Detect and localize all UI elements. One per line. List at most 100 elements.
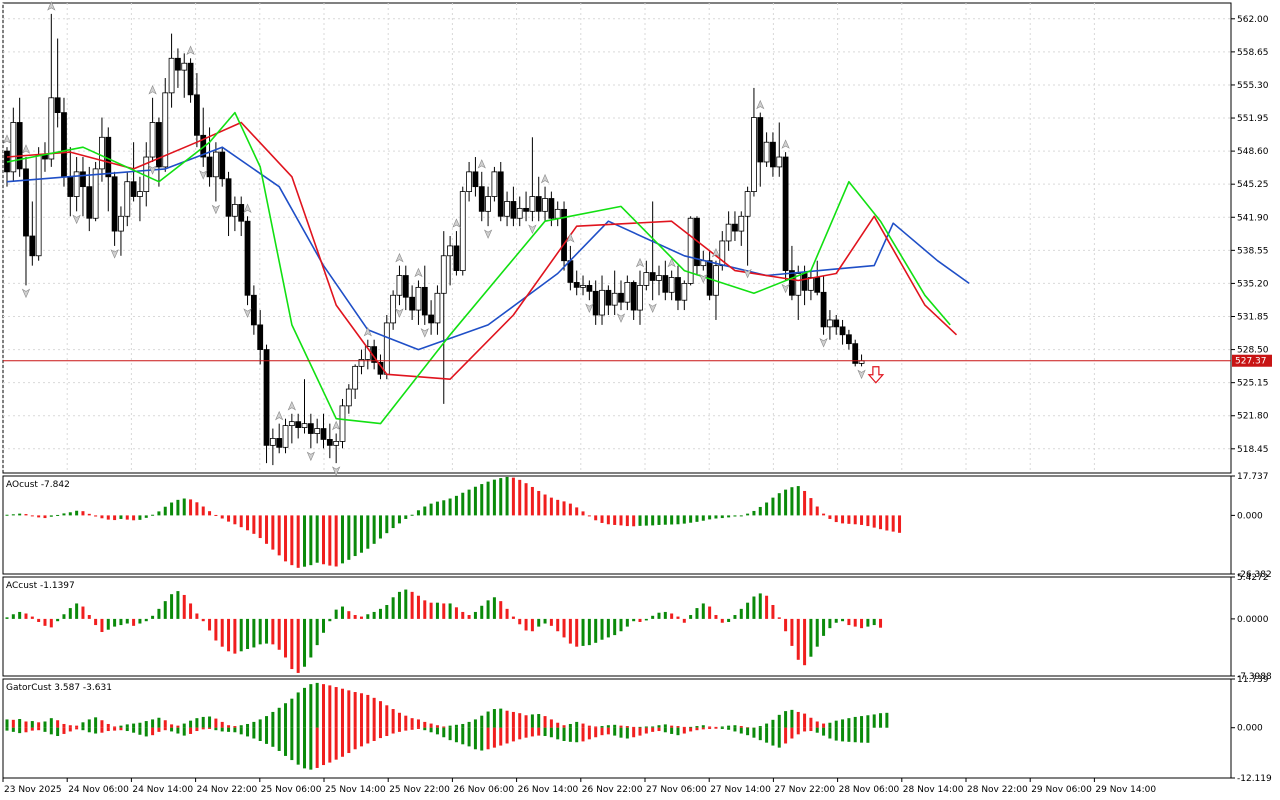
candle-body: [649, 272, 656, 281]
candle-body: [535, 196, 542, 212]
histogram-bar: [189, 727, 193, 734]
histogram-bar: [30, 721, 34, 728]
histogram-bar: [277, 727, 281, 751]
candle-body: [73, 171, 80, 197]
histogram-bar: [37, 722, 41, 728]
histogram-bar: [30, 515, 34, 517]
fractal-down-arrow: [110, 249, 119, 259]
fractal-up-arrow: [186, 45, 195, 56]
histogram-bar: [847, 727, 851, 742]
histogram-bar: [328, 515, 332, 566]
histogram-bar: [303, 515, 307, 567]
histogram-bar: [227, 515, 231, 522]
fractal-down-arrow: [616, 313, 626, 323]
histogram-bar: [638, 727, 642, 736]
candle-body: [352, 365, 359, 390]
histogram-bar: [106, 618, 110, 630]
histogram-bar: [157, 727, 161, 732]
candle-body: [206, 156, 213, 178]
histogram-bar: [315, 618, 319, 646]
y-tick-label: 11.739: [1237, 675, 1269, 685]
histogram-bar: [860, 618, 864, 629]
histogram-bar: [290, 727, 294, 761]
candle-body: [80, 171, 86, 188]
histogram-bar: [739, 515, 743, 517]
histogram-bar: [315, 515, 319, 563]
y-tick-label: 0.000: [1237, 724, 1263, 734]
histogram-bar: [632, 727, 636, 738]
histogram-bar: [208, 618, 212, 631]
y-tick-label: 5.4272: [1237, 573, 1269, 583]
histogram-bar: [62, 614, 66, 619]
candle-body: [187, 62, 194, 96]
histogram-bar: [879, 713, 883, 728]
histogram-bar: [473, 486, 477, 516]
candle-body: [250, 294, 257, 326]
histogram-bar: [461, 723, 465, 728]
histogram-bar: [284, 618, 288, 658]
histogram-bar: [803, 490, 807, 516]
candle-body: [510, 201, 517, 219]
histogram-bar: [265, 618, 269, 644]
histogram-bar: [138, 727, 142, 735]
histogram-bar: [366, 694, 370, 728]
candle-body: [478, 186, 485, 212]
candle-body: [269, 438, 276, 446]
y-tick-label: 525.15: [1237, 379, 1269, 389]
histogram-bar: [252, 721, 256, 728]
candle-body: [554, 208, 561, 219]
histogram-bar: [828, 515, 832, 519]
candle-body: [485, 196, 491, 212]
histogram-bar: [11, 727, 15, 732]
histogram-bar: [378, 608, 382, 619]
histogram-bar: [581, 727, 585, 742]
histogram-bar: [340, 688, 344, 728]
x-tick-label: 25 Nov 22:00: [389, 785, 450, 795]
candle-body: [130, 181, 137, 197]
histogram-bar: [49, 618, 53, 628]
histogram-bar: [486, 600, 490, 619]
histogram-bar: [600, 515, 604, 523]
histogram-bar: [511, 616, 515, 619]
histogram-bar: [144, 727, 148, 737]
candle-body: [529, 196, 536, 212]
histogram-bar: [176, 499, 180, 516]
histogram-bar: [676, 726, 680, 728]
histogram-bar: [505, 608, 509, 619]
candle-body: [156, 122, 162, 168]
histogram-bar: [340, 727, 344, 757]
histogram-bar: [182, 723, 186, 728]
candle-body: [263, 349, 270, 446]
candle-body: [833, 319, 840, 328]
histogram-bar: [695, 608, 699, 619]
histogram-bar: [537, 714, 541, 728]
histogram-bar: [613, 618, 617, 636]
histogram-bar: [182, 498, 186, 516]
histogram-bar: [366, 727, 370, 744]
candle-body: [67, 176, 74, 197]
candle-body: [643, 272, 650, 286]
histogram-bar: [790, 709, 794, 728]
histogram-bar: [499, 708, 503, 728]
candle-body: [219, 151, 226, 180]
histogram-bar: [587, 618, 591, 646]
histogram-bar: [689, 727, 693, 732]
histogram-bar: [246, 618, 250, 649]
candle-body: [839, 326, 846, 336]
histogram-bar: [340, 606, 344, 619]
histogram-bar: [505, 476, 509, 516]
histogram-bar: [24, 514, 28, 516]
histogram-bar: [473, 719, 477, 728]
candle-body: [770, 141, 776, 168]
histogram-bar: [119, 725, 123, 728]
histogram-bar: [847, 515, 851, 524]
histogram-bar: [296, 515, 300, 568]
histogram-bar: [416, 727, 420, 729]
histogram-bar: [37, 618, 41, 622]
candle-body: [295, 421, 302, 428]
histogram-bar: [708, 515, 712, 520]
histogram-bar: [467, 721, 471, 728]
y-tick-label: 0.000: [1237, 511, 1263, 521]
histogram-bar: [733, 615, 737, 619]
